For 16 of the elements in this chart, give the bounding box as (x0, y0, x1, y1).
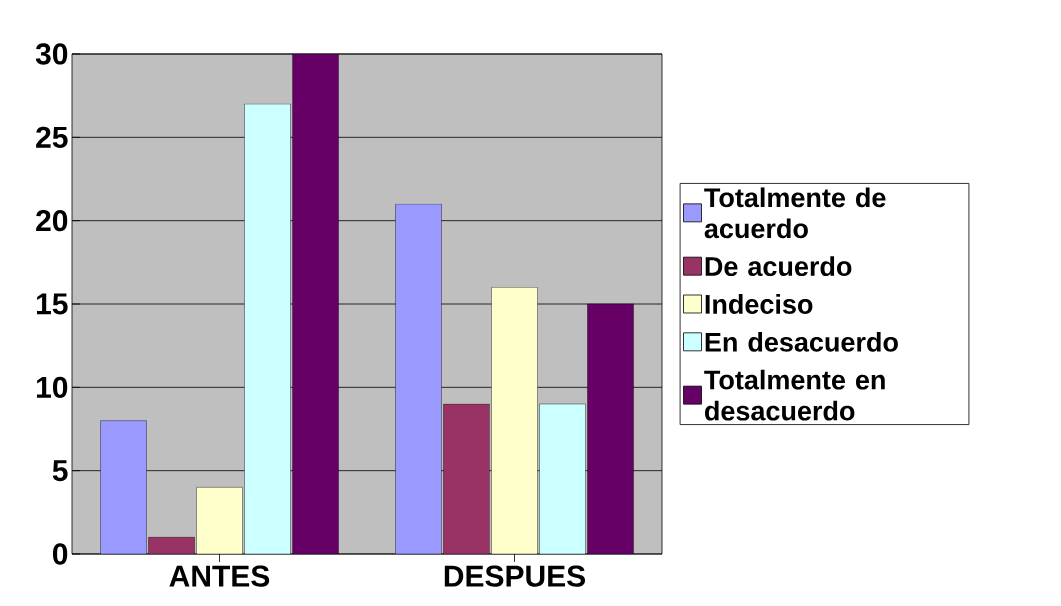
bar (395, 203, 442, 554)
x-tick-label: ANTES (169, 565, 270, 587)
y-tick-label: 25 (36, 126, 68, 148)
y-tick-label: 20 (36, 210, 68, 232)
legend-label: Totalmente en desacuerdo (704, 369, 885, 421)
legend-label: Totalmente de acuerdo (704, 187, 886, 239)
y-tick-label: 5 (52, 460, 68, 482)
y-tick-label: 0 (52, 543, 68, 565)
y-tick-label: 15 (36, 293, 68, 315)
legend-label: Indeciso (705, 294, 813, 314)
legend-label: De acuerdo (705, 256, 852, 277)
bar (100, 420, 147, 554)
x-tick-label: DESPUES (444, 565, 586, 587)
y-tick-label: 10 (36, 376, 68, 398)
legend-label: En desacuerdo (705, 331, 898, 352)
y-tick-label: 30 (35, 43, 68, 65)
